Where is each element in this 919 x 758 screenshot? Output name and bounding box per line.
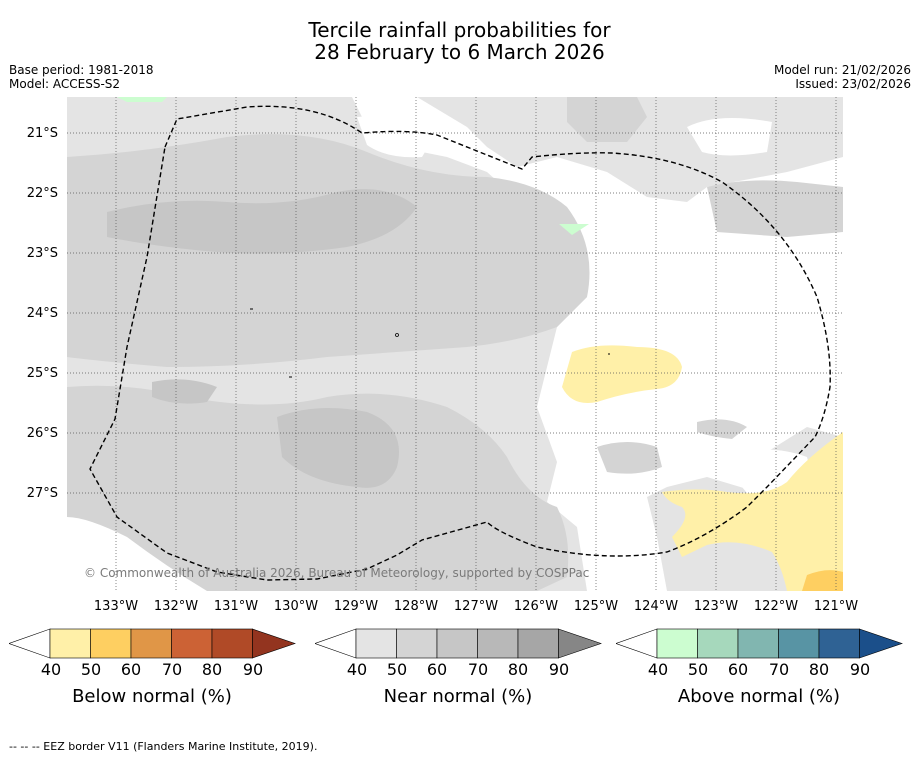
lat-label-23s: 23°S xyxy=(26,246,58,261)
near-normal-colorbar xyxy=(314,628,603,664)
title-line-2: 28 February to 6 March 2026 xyxy=(314,40,605,64)
below-normal-40-patch-central xyxy=(562,345,682,403)
model-run: Model run: 21/02/2026 xyxy=(773,63,911,77)
lon-label-121w: 121°W xyxy=(813,599,859,614)
lat-label-25s: 25°S xyxy=(26,366,58,381)
colorbar-segment xyxy=(396,628,438,659)
lon-label-131w: 131°W xyxy=(213,599,259,614)
map-title: Tercile rainfall probabilities for 28 Fe… xyxy=(0,19,919,63)
lat-label-21s: 21°S xyxy=(26,126,58,141)
map-area[interactable] xyxy=(67,97,843,591)
below-normal-colorbar-svg xyxy=(8,628,296,659)
below-tick-80: 80 xyxy=(201,660,223,679)
near-tick-70: 70 xyxy=(467,660,489,679)
colorbar-segment xyxy=(314,628,357,659)
near-tick-80: 80 xyxy=(507,660,529,679)
above-tick-60: 60 xyxy=(727,660,749,679)
near-normal-label: Near normal (%) xyxy=(383,686,533,707)
above-tick-90: 90 xyxy=(849,660,871,679)
lat-label-24s: 24°S xyxy=(26,306,58,321)
colorbar-segment xyxy=(615,628,658,659)
colorbar-segment xyxy=(517,628,559,659)
meta-left: Base period: 1981-2018 Model: ACCESS-S2 xyxy=(9,63,154,91)
below-normal-colorbar xyxy=(8,628,297,664)
colorbar-segment xyxy=(355,628,397,659)
meta-right: Model run: 21/02/2026 Issued: 23/02/2026 xyxy=(774,63,911,91)
no-signal-patch-ne xyxy=(687,118,772,156)
lon-label-129w: 129°W xyxy=(333,599,379,614)
copyright-notice: © Commonwealth of Australia 2026, Bureau… xyxy=(84,566,590,580)
near-normal-colorbar-svg xyxy=(314,628,602,659)
model-name: Model: ACCESS-S2 xyxy=(9,77,121,91)
colorbar-segment xyxy=(436,628,478,659)
below-tick-40: 40 xyxy=(40,660,62,679)
colorbar-segment xyxy=(656,628,698,659)
colorbar-segment xyxy=(90,628,132,659)
near-normal-50-patch-north xyxy=(567,97,647,142)
near-tick-50: 50 xyxy=(386,660,408,679)
base-period: Base period: 1981-2018 xyxy=(9,63,154,77)
lon-label-127w: 127°W xyxy=(453,599,499,614)
below-normal-label: Below normal (%) xyxy=(72,686,232,707)
lon-label-128w: 128°W xyxy=(393,599,439,614)
title-line-1: Tercile rainfall probabilities for xyxy=(308,18,611,42)
colorbar-segment xyxy=(558,628,602,659)
lon-label-125w: 125°W xyxy=(573,599,619,614)
colorbar-segment xyxy=(252,628,296,659)
lon-label-122w: 122°W xyxy=(753,599,799,614)
near-normal-60-region-south xyxy=(277,408,399,488)
above-normal-40-patch-north xyxy=(117,97,167,102)
near-normal-50-patch-east2 xyxy=(697,419,747,439)
near-normal-60-patch-west xyxy=(152,379,217,404)
lat-label-22s: 22°S xyxy=(26,186,58,201)
near-normal-50-patch-se xyxy=(597,442,662,474)
colorbar-segment xyxy=(8,628,51,659)
above-normal-label: Above normal (%) xyxy=(677,686,841,707)
map-gridlines xyxy=(67,97,843,591)
near-normal-60-region-north xyxy=(107,189,417,254)
near-tick-40: 40 xyxy=(346,660,368,679)
lon-label-124w: 124°W xyxy=(633,599,679,614)
below-tick-50: 50 xyxy=(80,660,102,679)
no-signal-patch-n xyxy=(357,116,437,158)
above-normal-40-patch xyxy=(559,224,589,235)
lon-label-123w: 123°W xyxy=(693,599,739,614)
near-tick-90: 90 xyxy=(548,660,570,679)
colorbar-segment xyxy=(211,628,253,659)
colorbar-segment xyxy=(737,628,779,659)
eez-footnote: -- -- -- EEZ border V11 (Flanders Marine… xyxy=(9,740,318,753)
colorbar-segment xyxy=(818,628,860,659)
island-mark-3 xyxy=(395,333,399,337)
colorbar-segment xyxy=(697,628,739,659)
map-svg xyxy=(67,97,843,591)
above-tick-40: 40 xyxy=(647,660,669,679)
colorbar-segment xyxy=(171,628,213,659)
above-tick-70: 70 xyxy=(768,660,790,679)
lon-label-126w: 126°W xyxy=(513,599,559,614)
below-tick-70: 70 xyxy=(161,660,183,679)
above-normal-colorbar xyxy=(615,628,904,664)
lat-label-27s: 27°S xyxy=(26,486,58,501)
lon-label-130w: 130°W xyxy=(273,599,319,614)
below-normal-50-patch-se xyxy=(802,570,843,591)
below-tick-60: 60 xyxy=(120,660,142,679)
below-normal-40-region-se xyxy=(662,432,843,591)
above-tick-80: 80 xyxy=(808,660,830,679)
colorbar-segment xyxy=(130,628,172,659)
lat-label-26s: 26°S xyxy=(26,426,58,441)
lon-label-132w: 132°W xyxy=(153,599,199,614)
near-normal-50-band-north xyxy=(67,134,590,367)
near-normal-50-band-south xyxy=(67,385,569,591)
near-normal-50-patch-east xyxy=(707,180,843,237)
above-tick-50: 50 xyxy=(687,660,709,679)
colorbar-segment xyxy=(49,628,91,659)
colorbar-segment xyxy=(477,628,519,659)
below-tick-90: 90 xyxy=(242,660,264,679)
above-normal-colorbar-svg xyxy=(615,628,903,659)
near-tick-60: 60 xyxy=(426,660,448,679)
issued-date: Issued: 23/02/2026 xyxy=(795,77,911,91)
colorbar-segment xyxy=(859,628,903,659)
lon-label-133w: 133°W xyxy=(93,599,139,614)
colorbar-segment xyxy=(778,628,820,659)
